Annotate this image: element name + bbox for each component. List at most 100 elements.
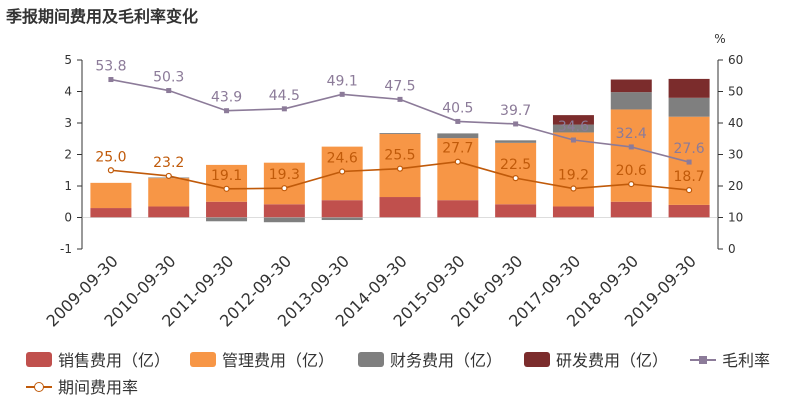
data-label: 19.3 [269,167,300,183]
legend-label-expense-ratio: 期间费用率 [58,378,139,397]
data-label: 40.5 [442,100,473,116]
line-point [339,91,345,97]
bar-segment [206,164,248,202]
data-label: 22.5 [500,157,531,173]
bar-segment [148,206,190,218]
bar-segment [552,132,594,207]
bar-segment [437,133,479,139]
line-point [628,181,635,188]
bar-segment [206,217,248,222]
bar-segment [668,78,710,98]
legend-item-gross-margin[interactable]: 毛利率 [690,347,770,371]
line-point [512,175,519,182]
line-point [685,186,693,194]
right-tick-label: 10 [728,211,743,225]
data-label: 47.5 [384,78,415,94]
data-label: 25.5 [384,148,415,164]
bar-segment [379,133,421,135]
bar-segment [379,134,421,198]
line-point [570,137,576,143]
left-tick-label: -1 [60,242,72,256]
data-label: 23.2 [153,155,184,171]
line-point [454,158,461,165]
line-point [686,159,692,165]
bar-segment [321,217,363,221]
left-tick-label: 2 [64,148,72,162]
line-point [108,77,114,83]
bar-segment [610,92,652,110]
legend-label-finance: 财务费用（亿） [390,351,503,370]
bar-segment [321,200,363,218]
left-tick-label: 5 [64,53,72,67]
left-tick-label: 4 [64,85,72,99]
data-label: 27.6 [674,141,705,157]
bar-segment [495,140,537,143]
line-point [396,165,404,172]
data-label: 25.0 [95,149,126,165]
data-label: 39.7 [500,103,531,119]
legend-label-sales: 销售费用（亿） [58,351,171,370]
right-tick-label: 0 [728,242,736,256]
bar-segment [610,201,652,218]
right-axis-unit: % [714,32,725,46]
line-point [570,185,577,192]
left-tick-label: 0 [64,211,72,225]
line-point [166,88,172,94]
line-point [628,144,634,150]
legend-swatch-expense-ratio [26,379,52,394]
data-label: 49.1 [327,73,358,89]
legend-item-finance[interactable]: 财务费用（亿） [358,347,502,371]
data-label: 53.8 [95,59,126,75]
bar-segment [610,79,652,93]
right-tick-label: 30 [728,148,743,162]
legend-swatch-gross-margin [690,352,716,367]
legend-label-rd: 研发费用（亿） [556,351,669,370]
line-point [513,121,519,127]
bar-segment [668,97,710,117]
legend-item-expense-ratio[interactable]: 期间费用率 [26,374,138,398]
line-point [107,167,115,174]
bar-segment [206,201,248,218]
bar-segment [90,182,132,209]
bar-segment [668,204,710,218]
bar-segment [552,115,594,125]
left-tick-label: 1 [64,179,72,193]
data-label: 27.7 [442,141,473,157]
data-label: 43.9 [211,90,242,106]
bar-segment [263,204,305,218]
line-point [223,185,230,192]
bar-segment [379,197,421,218]
data-label: 19.2 [558,168,589,184]
legend-item-rd[interactable]: 研发费用（亿） [524,347,668,371]
bar-segment [148,178,190,207]
data-label: 32.4 [616,126,647,142]
right-tick-label: 50 [728,85,743,99]
bar-segment [610,109,652,202]
legend-label-gross-margin: 毛利率 [722,351,771,370]
legend-item-sales[interactable]: 销售费用（亿） [26,347,170,371]
right-tick-label: 60 [728,53,743,67]
line-point [455,118,461,124]
data-label: 24.6 [327,151,358,167]
line-point [281,106,287,112]
bar-segment [90,208,132,218]
legend-swatch-finance [358,351,384,367]
bar-segment [263,217,305,223]
data-label: 18.7 [674,169,705,185]
line-point [224,108,230,114]
line-point [339,168,346,175]
legend-item-admin[interactable]: 管理费用（亿） [190,347,334,371]
data-label: 34.6 [558,119,589,135]
right-tick-label: 40 [728,116,743,130]
line-point [165,172,172,180]
data-label: 50.3 [153,70,184,86]
legend-swatch-sales [26,351,52,367]
legend-swatch-admin [190,351,216,367]
legend-label-admin: 管理费用（亿） [222,351,335,370]
bar-segment [437,200,479,218]
data-label: 44.5 [269,88,300,104]
line-point [281,185,288,192]
right-tick-label: 20 [728,179,743,193]
bar-segment [552,124,594,133]
